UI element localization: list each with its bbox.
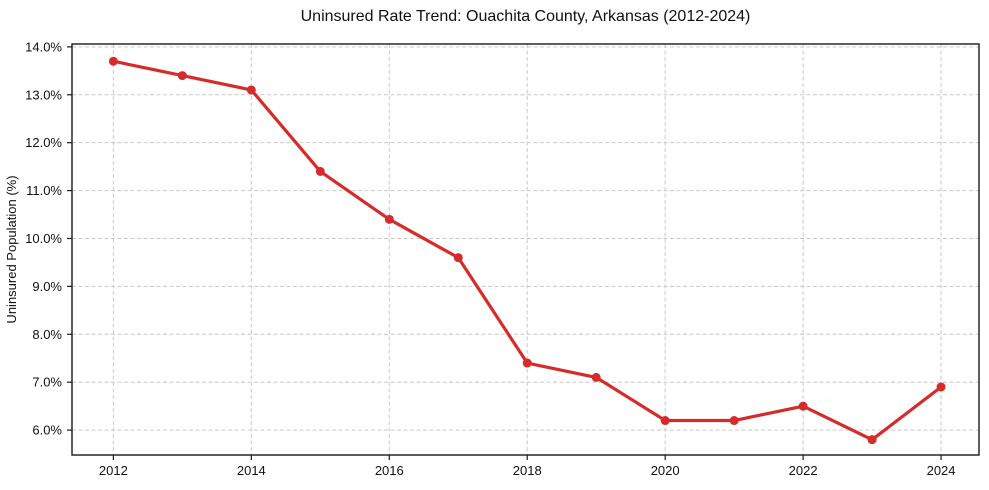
gridlines	[72, 44, 979, 455]
axes: 6.0% 7.0% 8.0% 9.0% 10.0% 11.0% 12.0% 13.0% 14.0…	[25, 39, 980, 478]
data-point	[246, 85, 256, 95]
y-tick-label: 11.0%	[26, 183, 62, 198]
y-tick-label: 8.0%	[32, 327, 62, 342]
chart-title: Uninsured Rate Trend: Ouachita County, A…	[301, 8, 751, 25]
x-tick-label: 2024	[927, 463, 956, 478]
y-tick-label: 10.0%	[25, 231, 62, 246]
x-tick-label: 2020	[651, 463, 680, 478]
y-tick-label: 6.0%	[32, 423, 62, 438]
x-tick-label: 2014	[237, 463, 266, 478]
y-tick-label: 7.0%	[32, 375, 62, 390]
data-point	[384, 214, 394, 224]
data-point	[867, 435, 877, 445]
data-point	[108, 56, 118, 66]
plot-border	[71, 43, 980, 456]
data-point	[936, 382, 946, 392]
data-point	[522, 358, 532, 368]
data-point	[798, 401, 808, 411]
data-series	[108, 56, 946, 445]
x-tick-label: 2022	[789, 463, 818, 478]
y-tick-label: 13.0%	[25, 87, 62, 102]
data-point	[660, 416, 670, 426]
x-tick-label: 2016	[375, 463, 404, 478]
data-point	[591, 372, 601, 382]
x-tick-label: 2012	[99, 463, 128, 478]
y-axis-label: Uninsured Population (%)	[4, 175, 19, 323]
y-tick-label: 12.0%	[25, 135, 62, 150]
data-point	[177, 71, 187, 81]
data-point	[315, 166, 325, 176]
x-tick-label: 2018	[513, 463, 542, 478]
y-tick-label: 9.0%	[32, 279, 62, 294]
data-point	[729, 416, 739, 426]
data-point	[453, 253, 463, 263]
y-tick-label: 14.0%	[25, 39, 62, 54]
